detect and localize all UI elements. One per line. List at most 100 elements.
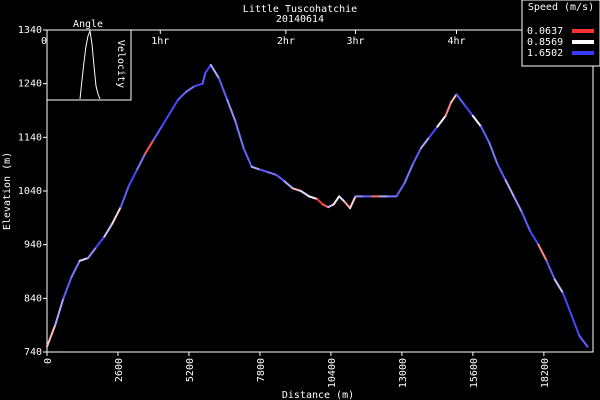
elevation-segment bbox=[444, 101, 453, 117]
x-tick-label: 2600 bbox=[114, 358, 125, 382]
elevation-segment bbox=[299, 190, 311, 198]
elevation-segment bbox=[471, 114, 483, 128]
elevation-segment bbox=[450, 93, 458, 104]
elevation-segment bbox=[496, 163, 507, 182]
elevation-segment bbox=[103, 222, 114, 238]
elevation-segment bbox=[46, 324, 57, 348]
x-tick-label: 5200 bbox=[185, 358, 196, 382]
elevation-segment bbox=[204, 63, 212, 74]
chart-title: Little Tuscohatchie bbox=[243, 4, 357, 15]
elevation-segment bbox=[578, 334, 589, 348]
y-tick-label: 1140 bbox=[18, 132, 42, 143]
elevation-segment bbox=[321, 203, 330, 209]
y-tick-label: 1040 bbox=[18, 186, 42, 197]
angle-velocity-inset: Angle Velocity bbox=[46, 19, 132, 101]
inset-frame bbox=[46, 29, 132, 101]
elevation-segment bbox=[185, 85, 196, 93]
elevation-segment bbox=[152, 125, 163, 142]
time-tick-label: 4hr bbox=[447, 36, 465, 47]
y-tick-label: 1340 bbox=[18, 25, 42, 36]
x-tick-label: 18200 bbox=[540, 358, 551, 388]
elevation-segment bbox=[168, 98, 180, 115]
elevation-segment bbox=[463, 104, 474, 117]
legend-swatch bbox=[572, 29, 594, 33]
elevation-segment bbox=[428, 125, 439, 139]
x-tick-label: 13000 bbox=[398, 358, 409, 388]
x-tick-label: 7800 bbox=[256, 358, 267, 382]
elevation-segment bbox=[242, 147, 253, 168]
elevation-segment bbox=[127, 168, 139, 187]
y-tick-label: 1240 bbox=[18, 79, 42, 90]
inset-ylabel: Velocity bbox=[115, 40, 126, 88]
elevation-segment bbox=[327, 203, 335, 209]
elevation-segment bbox=[54, 297, 65, 327]
elevation-segment bbox=[395, 181, 406, 198]
elevation-segment bbox=[403, 163, 414, 184]
time-tick-label: 2hr bbox=[277, 36, 295, 47]
elevation-segment bbox=[349, 195, 357, 210]
elevation-segment bbox=[144, 139, 155, 155]
elevation-segment bbox=[62, 275, 73, 300]
elevation-segment bbox=[267, 171, 278, 176]
elevation-segment bbox=[480, 125, 491, 144]
x-tick-label: 0 bbox=[43, 358, 54, 364]
elevation-segment bbox=[545, 259, 556, 281]
elevation-segment bbox=[136, 152, 147, 171]
y-tick-label: 940 bbox=[24, 240, 42, 251]
elevation-segment bbox=[570, 313, 581, 337]
elevation-segment bbox=[316, 198, 324, 206]
elevation-segment bbox=[488, 141, 499, 166]
legend-title: Speed (m/s) bbox=[528, 2, 594, 13]
legend-entry-label: 1.6502 bbox=[527, 48, 563, 59]
elevation-segment bbox=[529, 230, 540, 246]
elevation-segment bbox=[504, 179, 515, 198]
y-tick-label: 740 bbox=[24, 347, 42, 358]
elevation-segment bbox=[258, 168, 270, 174]
elevation-segment bbox=[553, 278, 564, 294]
elevation-segment bbox=[308, 195, 319, 201]
x-axis-label: Distance (m) bbox=[282, 390, 354, 400]
elevation-segment bbox=[343, 200, 352, 210]
x-tick-label: 10400 bbox=[327, 358, 338, 388]
x-tick-label: 15600 bbox=[469, 358, 480, 388]
elevation-segment bbox=[283, 180, 294, 190]
elevation-segment bbox=[70, 259, 81, 278]
elevation-segment bbox=[119, 184, 130, 209]
time-tick-label: 1hr bbox=[151, 36, 169, 47]
elevation-segment bbox=[201, 71, 207, 85]
elevation-segment bbox=[561, 291, 573, 316]
elevation-segment bbox=[250, 165, 261, 171]
elevation-segment bbox=[234, 120, 245, 150]
chart-subtitle: 20140614 bbox=[276, 14, 324, 25]
elevation-segment bbox=[537, 243, 548, 262]
elevation-segment bbox=[338, 195, 346, 203]
elevation-segment bbox=[217, 77, 229, 101]
elevation-segment bbox=[512, 195, 524, 214]
elevation-segment bbox=[177, 90, 188, 101]
elevation-trace bbox=[46, 63, 589, 348]
inset-curve bbox=[79, 29, 101, 100]
legend-swatch bbox=[572, 51, 594, 55]
y-tick-label: 840 bbox=[24, 293, 42, 304]
elevation-segment bbox=[86, 246, 98, 260]
legend-entry-label: 0.8569 bbox=[527, 37, 563, 48]
elevation-segment bbox=[193, 82, 204, 88]
inset-title: Angle bbox=[73, 19, 103, 30]
legend-swatch bbox=[572, 40, 594, 44]
time-tick-label: 3hr bbox=[346, 36, 364, 47]
legend-entry-label: 0.0637 bbox=[527, 26, 563, 37]
elevation-segment bbox=[420, 136, 431, 150]
elevation-segment bbox=[160, 112, 171, 128]
elevation-segment bbox=[111, 206, 122, 225]
elevation-segment bbox=[226, 98, 237, 123]
y-axis-label: Elevation (m) bbox=[2, 152, 13, 230]
elevation-segment bbox=[455, 93, 466, 107]
elevation-segment bbox=[209, 63, 220, 80]
elevation-segment bbox=[521, 211, 532, 233]
elevation-segment bbox=[291, 187, 302, 192]
elevation-segment bbox=[275, 173, 286, 183]
elevation-segment bbox=[332, 195, 341, 206]
elevation-segment bbox=[411, 147, 423, 166]
